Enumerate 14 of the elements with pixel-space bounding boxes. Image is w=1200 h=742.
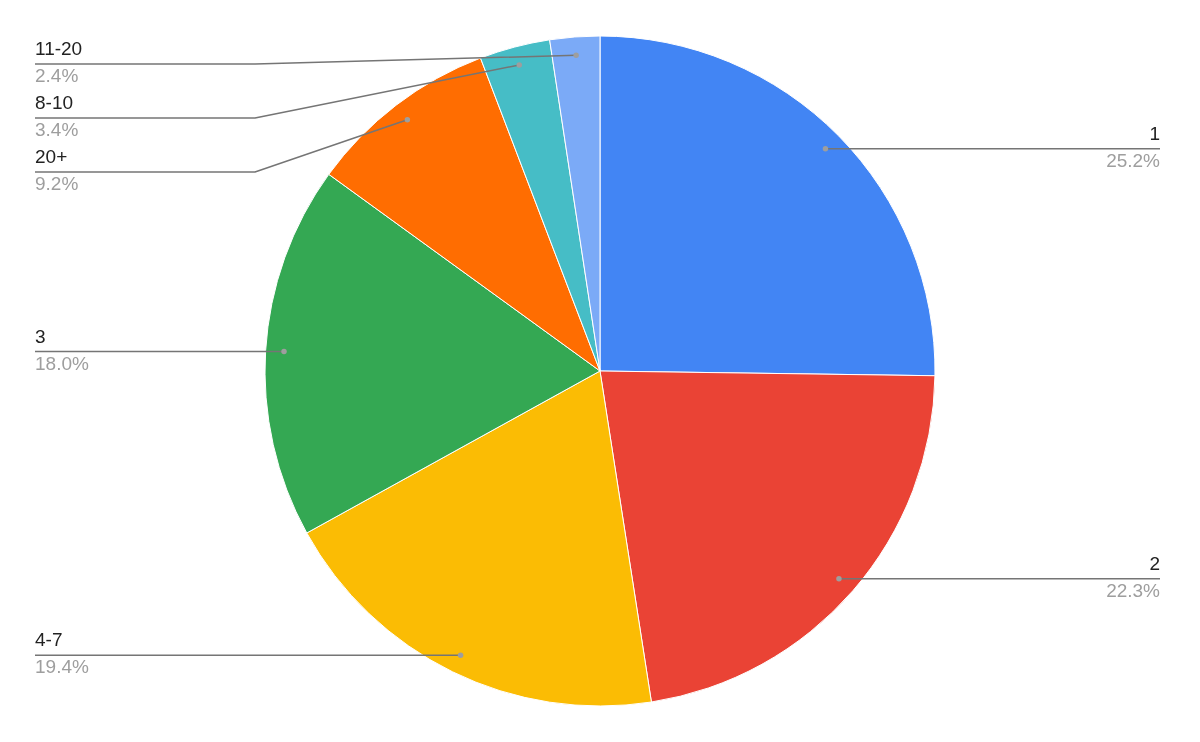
data-label: 18.0% [35,352,89,374]
slice-label: 11-20 [35,38,83,59]
data-label: 3.4% [35,119,79,140]
data-label: 19.4% [35,656,89,678]
slice-label: 20+ [35,146,68,167]
slice-label: 3 [35,325,46,347]
data-label: 25.2% [1106,149,1161,171]
data-label: 2.4% [35,65,79,86]
slice-label: 8-10 [35,92,74,113]
slice-label: 1 [1149,122,1160,144]
data-label: 9.2% [35,173,79,194]
slice-label: 2 [1149,552,1160,574]
slice-label: 4-7 [35,629,63,651]
data-label: 22.3% [1106,579,1161,601]
